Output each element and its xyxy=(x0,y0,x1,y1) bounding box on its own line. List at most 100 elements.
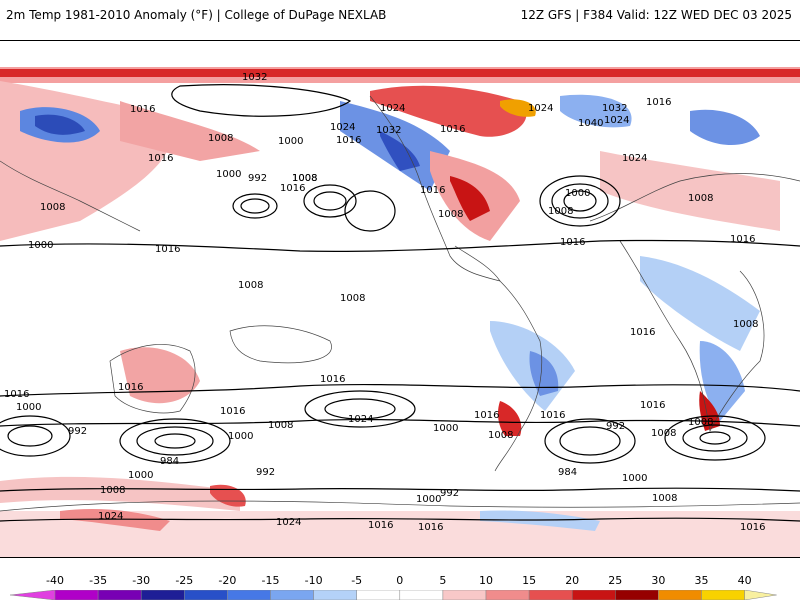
legend-tick-label: 25 xyxy=(608,574,623,587)
pressure-label: 1008 xyxy=(292,173,317,184)
legend-color-bin xyxy=(184,590,228,600)
legend-color-bin xyxy=(270,590,314,600)
pressure-label: 1000 xyxy=(28,240,53,251)
pressure-label: 1008 xyxy=(238,280,263,291)
pressure-label: 1016 xyxy=(420,185,445,196)
map-title: 2m Temp 1981-2010 Anomaly (°F) | College… xyxy=(6,8,387,22)
pressure-label: 1016 xyxy=(155,244,180,255)
pressure-label: 1000 xyxy=(16,402,41,413)
pressure-label: 1000 xyxy=(416,494,441,505)
pressure-label: 1000 xyxy=(228,431,253,442)
legend-color-bin xyxy=(227,590,271,600)
legend-color-bin xyxy=(356,590,401,600)
pressure-label: 1016 xyxy=(418,522,443,533)
pressure-label: 1016 xyxy=(280,183,305,194)
legend-color-bin xyxy=(442,590,487,600)
pressure-label: 992 xyxy=(68,426,87,437)
pressure-label: 1008 xyxy=(340,293,365,304)
coastlines xyxy=(0,95,800,512)
pressure-label: 984 xyxy=(558,467,577,478)
pressure-label: 1024 xyxy=(98,511,123,522)
pressure-label: 1016 xyxy=(336,135,361,146)
pressure-label: 1016 xyxy=(148,153,173,164)
pressure-label: 992 xyxy=(606,421,625,432)
legend-color-bin xyxy=(744,590,777,600)
pressure-label: 1040 xyxy=(578,118,603,129)
pressure-label: 1008 xyxy=(688,193,713,204)
legend-tick-label: -15 xyxy=(261,574,280,587)
legend-tick-label: -30 xyxy=(132,574,151,587)
pressure-label: 1016 xyxy=(540,410,565,421)
legend-color-bin xyxy=(97,590,142,600)
anomaly-fill xyxy=(0,67,800,557)
pressure-label: 1000 xyxy=(565,188,590,199)
pressure-label: 1024 xyxy=(276,517,301,528)
legend-tick-labels: -40 -35 -30 -25 -20 -15 -10 -5 0 5 10 15 20 25 30 35 40 xyxy=(0,574,800,588)
pressure-label: 1008 xyxy=(652,493,677,504)
pressure-label: 1024 xyxy=(380,103,405,114)
legend-tick-label: -20 xyxy=(218,574,237,587)
pressure-label: 1008 xyxy=(208,133,233,144)
legend-color-bin xyxy=(701,590,745,600)
pressure-label: 1032 xyxy=(242,72,267,83)
legend-color-bin xyxy=(9,590,56,600)
pressure-label: 1016 xyxy=(368,520,393,531)
pressure-label: 1000 xyxy=(128,470,153,481)
legend-tick-label: -40 xyxy=(46,574,64,587)
pressure-label: 1008 xyxy=(733,319,758,330)
legend-color-bin xyxy=(658,590,702,600)
pressure-labels: 1032 1024 1016 1008 1016 1008 1000 1000 … xyxy=(4,72,765,533)
pressure-label: 1016 xyxy=(474,410,499,421)
legend-tick-label: -25 xyxy=(175,574,194,587)
anomaly-map: 1032 1024 1016 1008 1016 1008 1000 1000 … xyxy=(0,40,800,558)
legend-tick-label: 40 xyxy=(737,574,752,587)
pressure-label: 1008 xyxy=(40,202,65,213)
legend-color-bin xyxy=(313,590,357,600)
legend-tick-label: 35 xyxy=(694,574,709,587)
legend-color-bin xyxy=(485,590,530,600)
pressure-label: 1008 xyxy=(268,420,293,431)
pressure-label: 1008 xyxy=(438,209,463,220)
pressure-label: 1024 xyxy=(330,122,355,133)
pressure-label: 1016 xyxy=(130,104,155,115)
legend-tick-label: -5 xyxy=(351,574,363,587)
pressure-label: 1016 xyxy=(560,237,585,248)
map-canvas: 1032 1024 1016 1008 1016 1008 1000 1000 … xyxy=(0,67,800,557)
legend-tick-label: -35 xyxy=(89,574,108,587)
pressure-label: 1016 xyxy=(118,382,143,393)
pressure-label: 1008 xyxy=(651,428,676,439)
legend-tick-label: 30 xyxy=(651,574,666,587)
legend-color-bin xyxy=(399,590,444,600)
pressure-label: 1008 xyxy=(100,485,125,496)
pressure-label: 1024 xyxy=(528,103,553,114)
legend-tick-label: 0 xyxy=(396,574,404,587)
pressure-label: 1016 xyxy=(730,234,755,245)
pressure-label: 1016 xyxy=(440,124,465,135)
pressure-label: 1016 xyxy=(640,400,665,411)
legend-tick-label: -10 xyxy=(304,574,323,587)
legend-tick-label: 15 xyxy=(522,574,537,587)
legend-tick-label: 10 xyxy=(479,574,493,587)
legend-color-bin xyxy=(54,590,99,600)
pressure-label: 1000 xyxy=(278,136,303,147)
pressure-label: 1008 xyxy=(548,206,573,217)
pressure-label: 1016 xyxy=(220,406,245,417)
pressure-label: 1000 xyxy=(433,423,458,434)
pressure-label: 1000 xyxy=(622,473,647,484)
pressure-label: 1008 xyxy=(688,417,713,428)
legend-tick-label: 5 xyxy=(439,574,447,587)
isobars xyxy=(0,84,800,522)
pressure-label: 1024 xyxy=(604,115,629,126)
pressure-label: 1016 xyxy=(740,522,765,533)
legend-color-bin xyxy=(615,590,659,600)
color-legend: -40 -35 -30 -25 -20 -15 -10 -5 0 5 10 15 20 25 30 35 40 xyxy=(0,568,800,600)
pressure-label: 1000 xyxy=(216,169,241,180)
legend-tick-label: 20 xyxy=(565,574,580,587)
model-valid-time: 12Z GFS | F384 Valid: 12Z WED DEC 03 202… xyxy=(520,8,792,22)
pressure-label: 1016 xyxy=(4,389,29,400)
legend-color-bin xyxy=(571,590,616,600)
pressure-label: 1032 xyxy=(602,103,627,114)
pressure-label: 1008 xyxy=(488,430,513,441)
pressure-label: 992 xyxy=(256,467,275,478)
pressure-label: 1024 xyxy=(622,153,647,164)
